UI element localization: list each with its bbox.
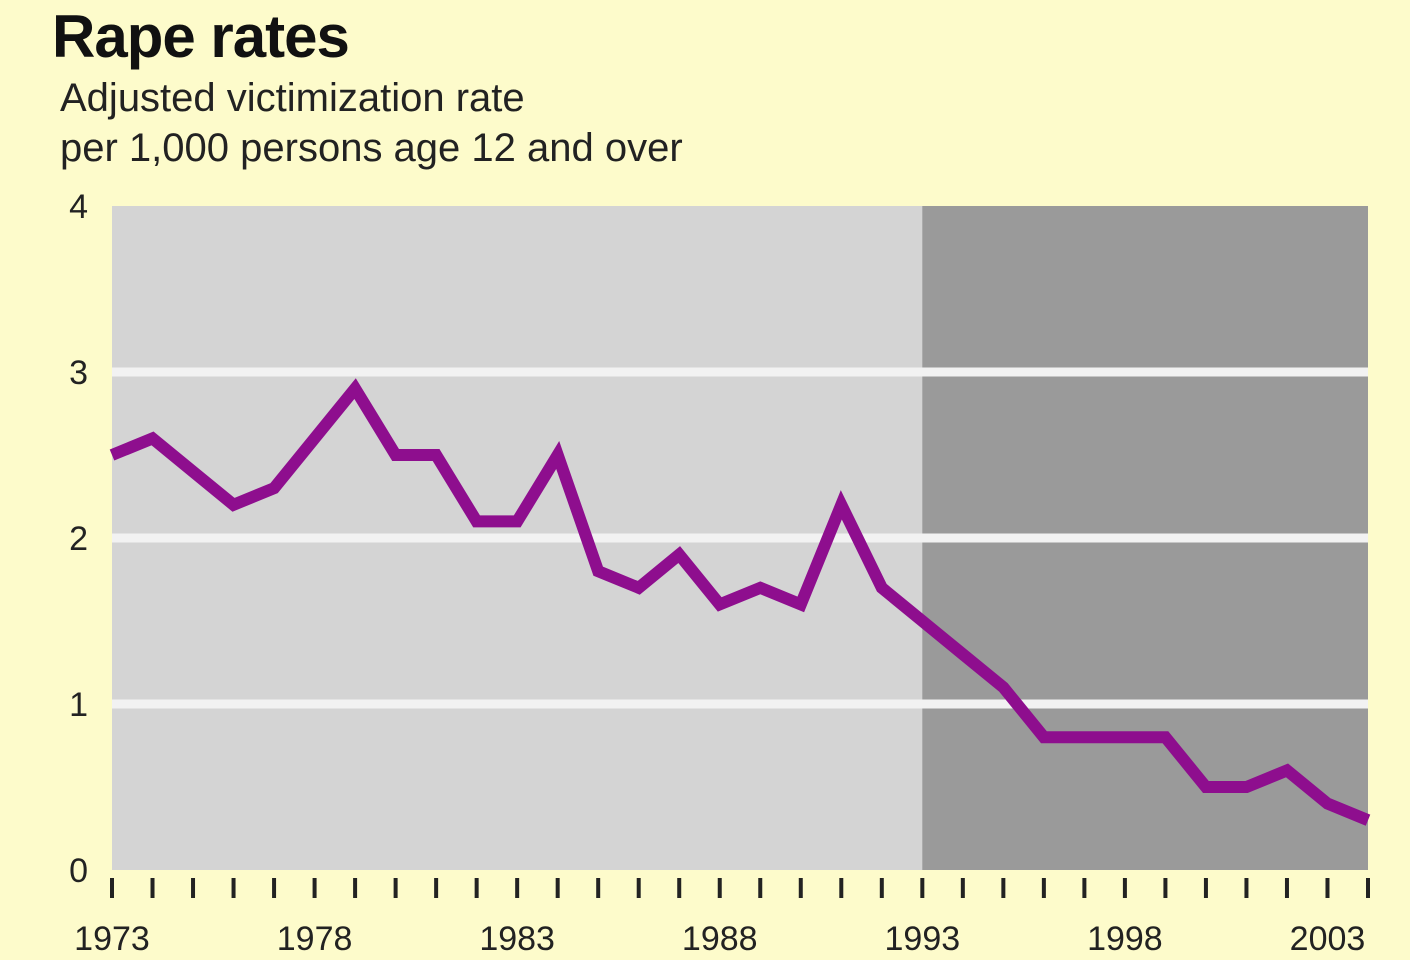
x-tick-label-1978: 1978	[277, 920, 353, 958]
x-tick-label-1973: 1973	[74, 920, 150, 958]
chart-title: Rape rates	[52, 3, 350, 70]
y-tick-label-2: 2	[69, 520, 88, 558]
y-tick-label-0: 0	[69, 852, 88, 890]
y-tick-label-3: 3	[69, 354, 88, 392]
x-tick-label-2003: 2003	[1290, 920, 1366, 958]
x-tick-label-1993: 1993	[885, 920, 961, 958]
series-line-0	[109, 378, 1371, 826]
chart-subtitle-line-2: per 1,000 persons age 12 and over	[60, 126, 683, 170]
y-tick-label-1: 1	[69, 686, 88, 724]
x-tick-label-1988: 1988	[682, 920, 758, 958]
chart-subtitle-line-1: Adjusted victimization rate	[60, 76, 525, 120]
y-tick-label-4: 4	[69, 188, 88, 226]
x-tick-label-1983: 1983	[479, 920, 555, 958]
x-tick-label-1998: 1998	[1087, 920, 1163, 958]
